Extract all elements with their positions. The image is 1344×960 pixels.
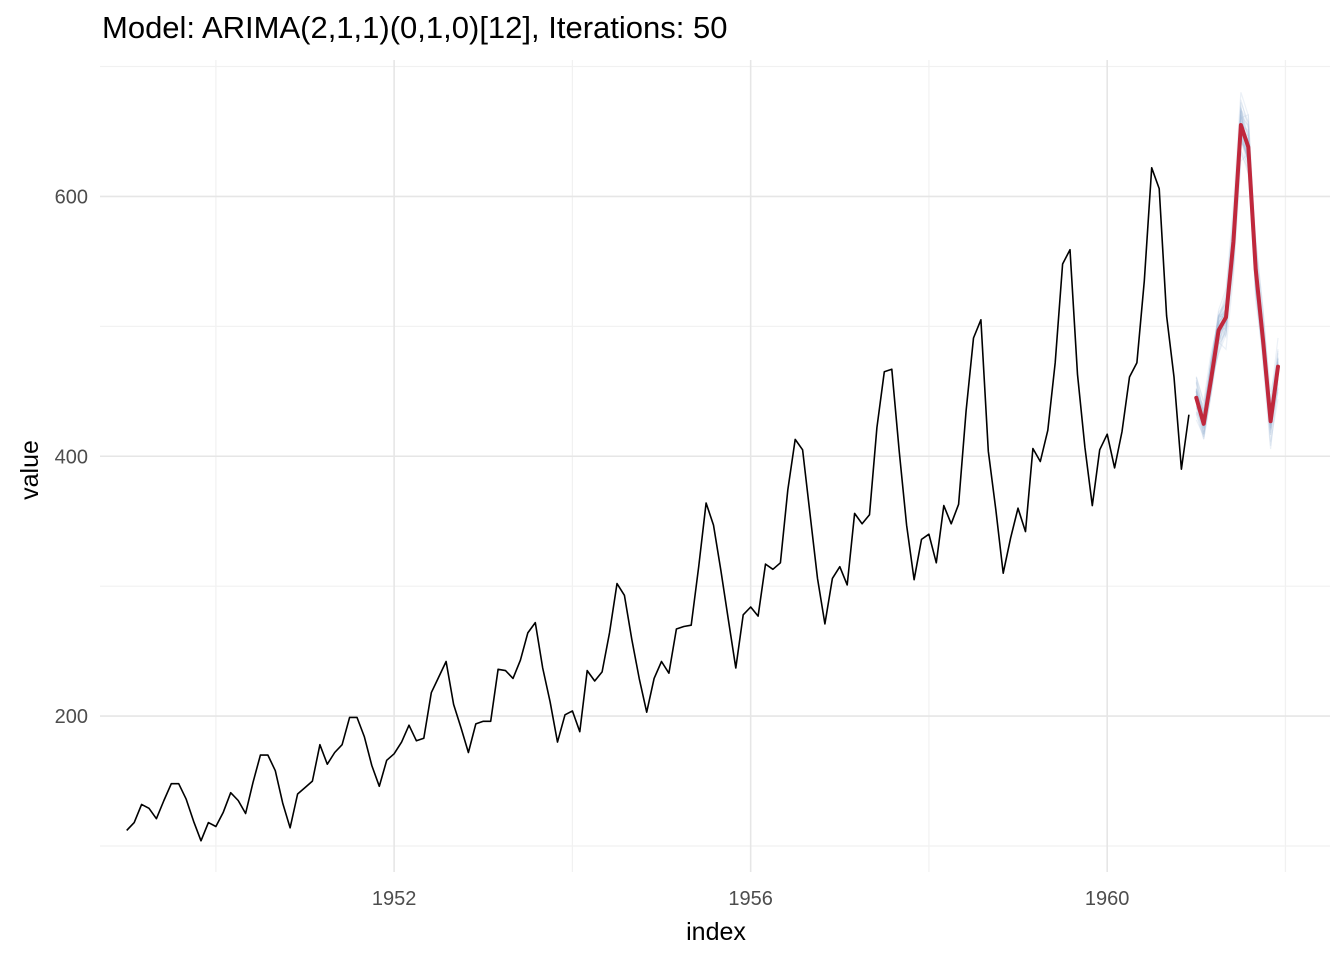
grid	[100, 60, 1330, 872]
y-axis-ticks: 200 400 600	[55, 186, 88, 728]
x-axis-ticks: 1952 1956 1960	[372, 888, 1130, 910]
chart-title: Model: ARIMA(2,1,1)(0,1,0)[12], Iteratio…	[102, 10, 728, 45]
x-tick-label: 1960	[1085, 888, 1130, 910]
forecast-mean-line	[1194, 123, 1280, 426]
y-tick-label: 200	[55, 706, 88, 728]
observed-series-line	[126, 167, 1190, 842]
x-tick-label: 1956	[728, 888, 773, 910]
y-tick-label: 600	[55, 186, 88, 208]
y-axis-title: value	[16, 440, 44, 500]
y-tick-label: 400	[55, 446, 88, 468]
x-axis-title: index	[686, 918, 746, 946]
x-tick-label: 1952	[372, 888, 417, 910]
